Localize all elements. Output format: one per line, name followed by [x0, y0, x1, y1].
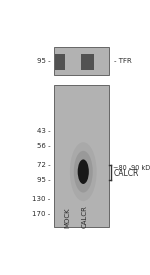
Ellipse shape [78, 160, 89, 184]
Text: CALCR: CALCR [81, 206, 87, 229]
Text: 56 -: 56 - [36, 143, 50, 149]
Text: 43 -: 43 - [36, 128, 50, 134]
Text: 95 -: 95 - [36, 58, 50, 64]
Bar [54, 85, 110, 227]
Bar [55, 54, 65, 70]
Text: ~80 -90 kDa: ~80 -90 kDa [114, 165, 150, 171]
Text: 130 -: 130 - [32, 196, 50, 202]
Text: MOCK: MOCK [64, 208, 70, 229]
Text: - TFR: - TFR [114, 58, 132, 64]
Bar [54, 47, 110, 75]
Text: CALCR: CALCR [114, 169, 139, 178]
Bar [81, 54, 94, 70]
Ellipse shape [70, 142, 97, 201]
Text: 72 -: 72 - [36, 162, 50, 168]
Text: 95 -: 95 - [36, 177, 50, 183]
Ellipse shape [74, 151, 93, 192]
Text: 170 -: 170 - [32, 211, 50, 217]
